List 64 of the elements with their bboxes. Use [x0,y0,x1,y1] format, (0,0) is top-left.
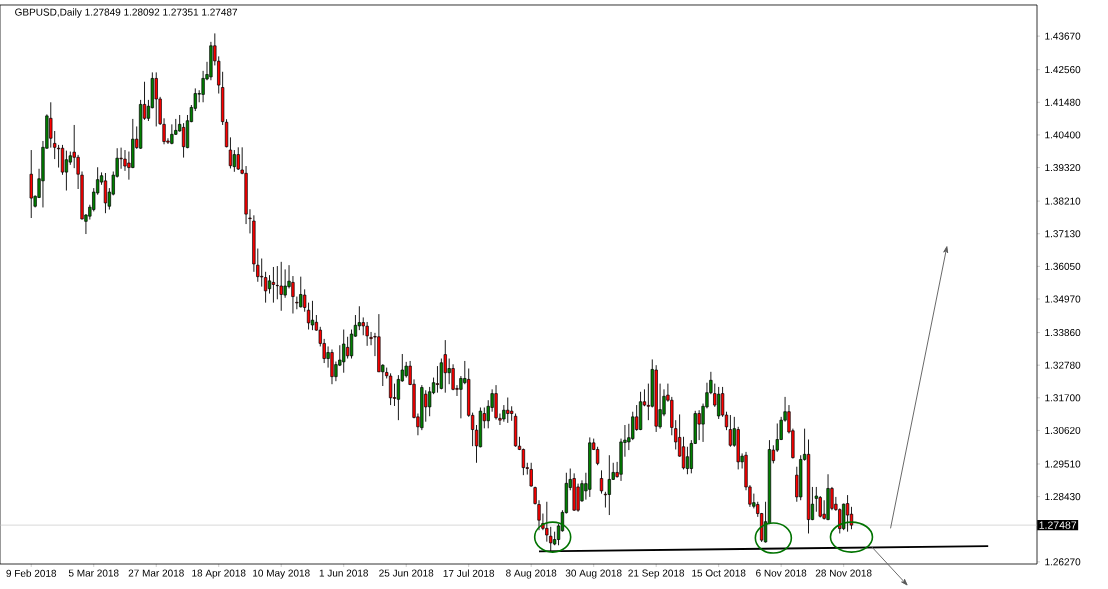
candlestick [201,70,205,103]
x-tick-label: 15 Oct 2018 [692,569,746,577]
candlestick [271,266,276,304]
y-tick-label: 1.43670 [1045,32,1081,40]
y-tick-label: 1.33860 [1045,329,1081,337]
y-tick-label: 1.26270 [1045,558,1081,566]
candlestick [717,386,721,420]
x-tick-label: 18 Apr 2018 [192,569,246,579]
y-tick-label: 1.29510 [1045,460,1081,468]
x-tick-label: 8 Aug 2018 [506,569,557,579]
x-tick-label: 21 Sep 2018 [628,569,685,579]
candlestick [681,436,686,470]
candlestick [60,144,65,176]
candlestick [263,271,268,304]
candlestick [814,486,818,513]
y-tick-label: 1.28430 [1045,493,1081,501]
candlestick [349,329,354,359]
y-tick-label: 1.36050 [1045,262,1081,270]
y-tick-label: 1.39320 [1045,164,1081,172]
candlestick [236,146,240,171]
x-tick-label: 10 May 2018 [253,569,310,579]
candlestick [56,144,61,169]
y-tick-label: 1.42560 [1045,66,1081,74]
candlestick [521,448,526,476]
candlestick [388,372,393,406]
candlestick [595,446,600,466]
x-tick-label: 1 Jun 2018 [319,569,369,577]
candlestick [685,446,690,475]
y-tick-label: 1.31700 [1045,394,1081,402]
x-tick-label: 27 Mar 2018 [128,569,184,577]
x-tick-label: 30 Aug 2018 [565,569,622,579]
chart-title: GBPUSD,Daily 1.27849 1.28092 1.27351 1.27487 [15,8,238,18]
y-tick-label: 1.40400 [1045,131,1081,139]
candlestick [529,462,533,488]
y-tick-label: 1.32780 [1045,361,1081,369]
x-tick-label: 6 Nov 2018 [756,569,807,577]
x-tick-label: 9 Feb 2018 [6,569,57,577]
candlestick [697,409,701,441]
candlestick [342,329,346,374]
x-tick-label: 5 Mar 2018 [68,569,119,577]
y-tick-label: 1.38210 [1045,197,1081,205]
y-tick-label: 1.37130 [1045,230,1081,238]
candlestick [599,469,604,495]
candlestick [443,339,447,394]
x-tick-label: 25 Jun 2018 [379,569,434,577]
candlestick [275,265,279,300]
y-tick-label: 1.41480 [1045,98,1081,106]
candlestick [345,336,350,359]
y-tick-label: 1.34970 [1045,295,1081,303]
candlestick [181,122,186,159]
candlestick [299,276,303,308]
x-tick-label: 28 Nov 2018 [815,569,872,577]
candlestick [279,261,283,312]
candlestick [267,274,272,295]
candlestick [728,414,733,448]
candlestick [365,321,369,347]
y-tick-label: 1.30620 [1045,426,1081,434]
ref-line-label: 1.27487 [1039,521,1077,529]
candlestick [29,149,33,219]
candlestick [228,136,233,169]
candlestick [154,71,158,127]
candlestick [506,397,510,424]
candlestick [607,454,611,516]
x-tick-label: 17 Jul 2018 [443,569,495,577]
